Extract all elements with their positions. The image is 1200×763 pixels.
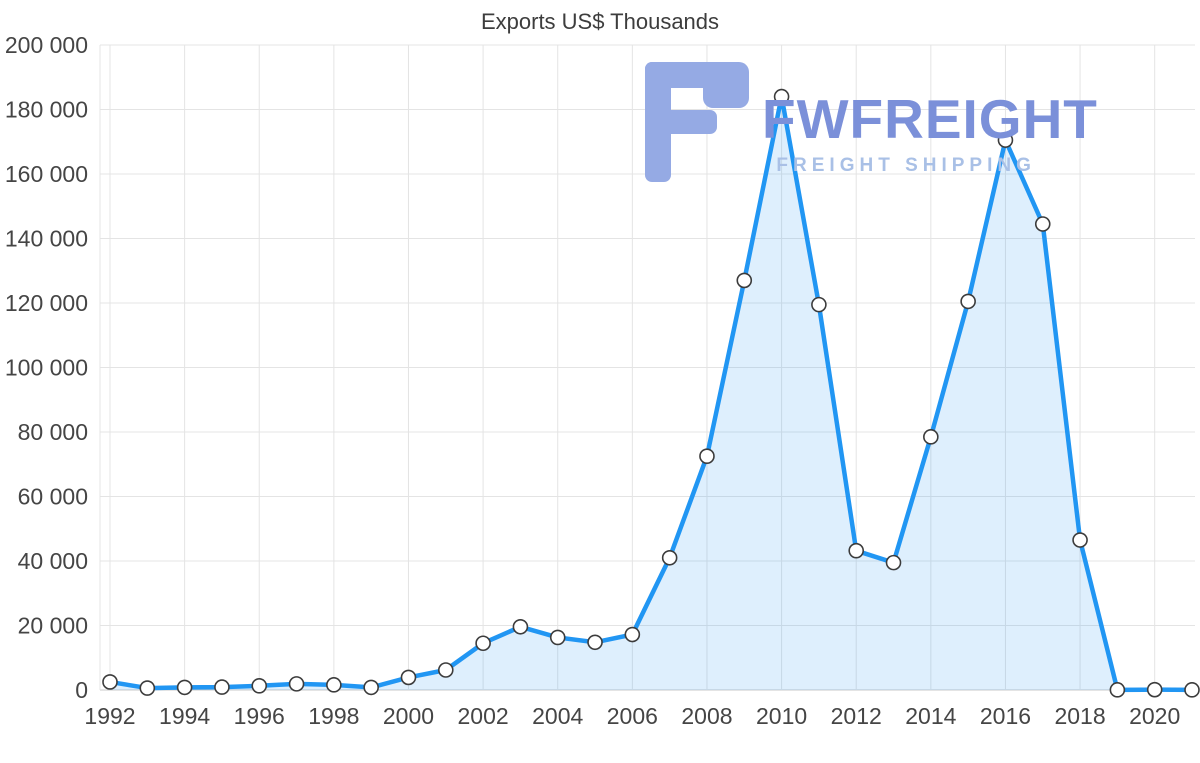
data-point-marker	[437, 662, 454, 678]
x-tick-label: 2000	[383, 703, 434, 729]
y-tick-label: 100 000	[5, 355, 88, 381]
data-point-marker	[400, 669, 417, 686]
data-point-marker	[773, 88, 790, 105]
data-point-marker	[1109, 682, 1126, 698]
y-tick-label: 0	[75, 677, 88, 703]
y-tick-label: 200 000	[5, 32, 88, 58]
data-point-marker	[997, 132, 1014, 148]
data-point-marker	[885, 554, 902, 571]
data-point-marker	[363, 679, 379, 696]
x-tick-label: 2002	[458, 703, 509, 729]
area-fill	[110, 96, 1192, 691]
data-point-marker	[1184, 682, 1200, 698]
y-tick-label: 120 000	[5, 290, 88, 316]
y-tick-label: 180 000	[5, 97, 88, 123]
y-tick-label: 160 000	[5, 161, 88, 187]
x-tick-label: 2014	[905, 703, 956, 729]
data-point-marker	[139, 680, 156, 696]
x-tick-label: 1992	[84, 703, 135, 729]
data-point-marker	[512, 618, 529, 635]
data-point-marker	[475, 635, 491, 652]
data-point-marker	[624, 626, 641, 643]
y-tick-label: 20 000	[18, 613, 88, 639]
x-tick-label: 2018	[1054, 703, 1105, 729]
data-point-marker	[736, 272, 753, 289]
x-tick-label: 2006	[607, 703, 658, 729]
y-tick-label: 40 000	[18, 548, 88, 574]
data-point-marker	[848, 542, 865, 559]
data-point-marker	[923, 429, 939, 445]
x-tick-label: 2010	[756, 703, 807, 729]
x-tick-label: 2008	[681, 703, 732, 729]
x-tick-label: 1998	[308, 703, 359, 729]
x-tick-label: 1996	[234, 703, 285, 729]
data-point-marker	[251, 678, 268, 694]
data-point-marker	[587, 634, 603, 651]
x-tick-label: 2004	[532, 703, 583, 729]
x-tick-label: 2016	[980, 703, 1031, 729]
data-point-marker	[176, 679, 193, 696]
data-point-marker	[661, 549, 678, 566]
data-point-marker	[102, 674, 118, 690]
data-point-marker	[288, 676, 305, 692]
chart-title: Exports US$ Thousands	[480, 9, 720, 34]
y-tick-label: 80 000	[18, 419, 88, 445]
y-tick-label: 60 000	[18, 484, 88, 510]
data-point-marker	[960, 293, 976, 310]
y-tick-label: 140 000	[5, 226, 88, 252]
data-point-marker	[1072, 532, 1088, 548]
data-point-marker	[1146, 681, 1163, 698]
data-point-marker	[326, 677, 342, 693]
data-point-marker	[1034, 216, 1051, 232]
data-point-marker	[811, 296, 827, 313]
x-tick-label: 2020	[1129, 703, 1180, 729]
data-point-marker	[699, 448, 715, 464]
x-tick-label: 1994	[159, 703, 210, 729]
data-point-marker	[214, 679, 230, 695]
data-point-marker	[549, 629, 566, 646]
x-tick-label: 2012	[831, 703, 882, 729]
